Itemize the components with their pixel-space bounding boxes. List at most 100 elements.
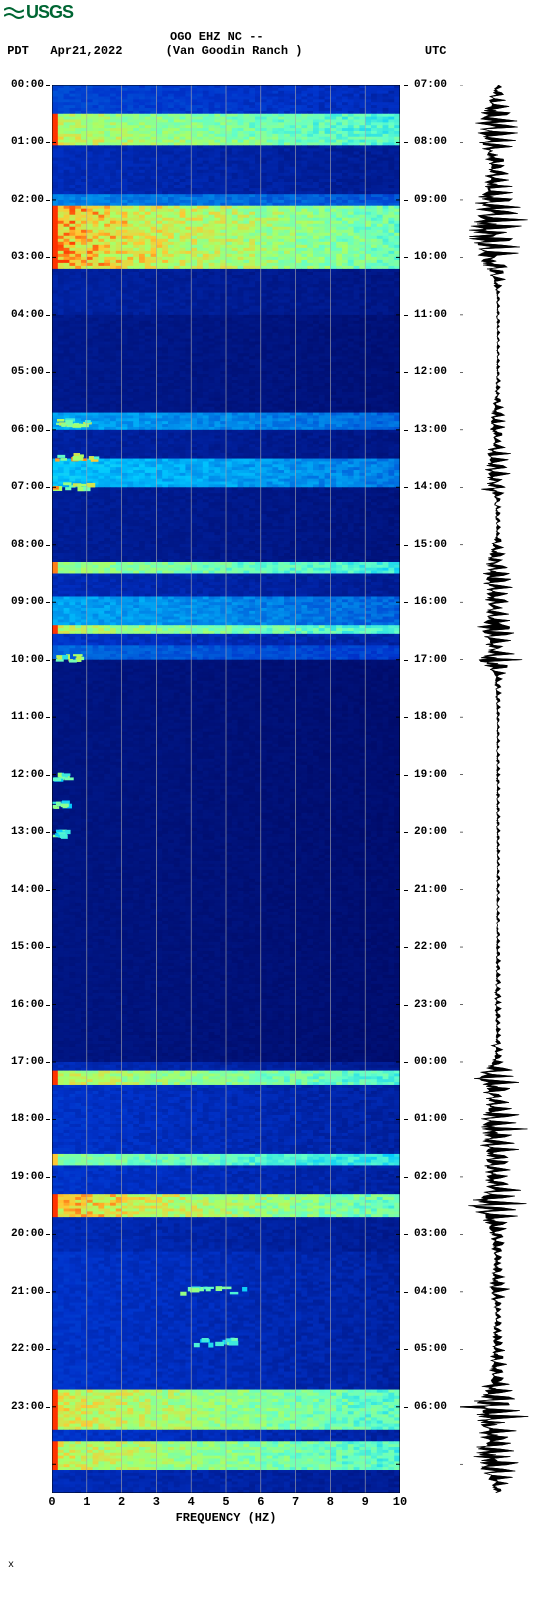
x-tick-label: 7 — [292, 1495, 299, 1509]
right-tick — [404, 775, 408, 776]
right-tick — [404, 372, 408, 373]
x-axis-title: FREQUENCY (HZ) — [176, 1511, 277, 1525]
right-tick — [404, 660, 408, 661]
left-time-label: 04:00 — [11, 309, 44, 321]
right-tick — [404, 1234, 408, 1235]
left-time-label: 00:00 — [11, 79, 44, 91]
right-time-label: 16:00 — [414, 596, 447, 608]
right-tick — [404, 200, 408, 201]
left-tick — [46, 1349, 50, 1350]
right-time-label: 14:00 — [414, 481, 447, 493]
right-time-label: 18:00 — [414, 711, 447, 723]
left-tz-label: PDT — [7, 44, 29, 58]
left-tick — [46, 890, 50, 891]
x-tick-label: 2 — [118, 1495, 125, 1509]
left-tick — [46, 1062, 50, 1063]
right-time-label: 07:00 — [414, 79, 447, 91]
right-tick — [404, 1062, 408, 1063]
right-time-label: 20:00 — [414, 826, 447, 838]
left-time-label: 22:00 — [11, 1343, 44, 1355]
right-time-label: 08:00 — [414, 136, 447, 148]
left-tick — [46, 85, 50, 86]
right-tick — [404, 832, 408, 833]
left-time-label: 15:00 — [11, 941, 44, 953]
right-tick — [404, 890, 408, 891]
right-time-label: 04:00 — [414, 1286, 447, 1298]
left-tick — [46, 1119, 50, 1120]
left-tick — [46, 717, 50, 718]
left-time-label: 16:00 — [11, 999, 44, 1011]
left-time-label: 12:00 — [11, 769, 44, 781]
left-tick — [46, 947, 50, 948]
station-code: OGO EHZ NC -- — [170, 30, 264, 44]
left-time-label: 23:00 — [11, 1401, 44, 1413]
left-time-label: 17:00 — [11, 1056, 44, 1068]
right-time-label: 13:00 — [414, 424, 447, 436]
spectrogram-plot — [52, 85, 400, 1493]
left-time-label: 11:00 — [11, 711, 44, 723]
right-tick — [404, 545, 408, 546]
left-time-label: 14:00 — [11, 884, 44, 896]
right-time-label: 11:00 — [414, 309, 447, 321]
left-tick — [46, 602, 50, 603]
left-tick — [46, 1407, 50, 1408]
left-time-label: 02:00 — [11, 194, 44, 206]
left-tick — [46, 200, 50, 201]
left-tick — [46, 430, 50, 431]
usgs-waves-icon — [4, 6, 24, 20]
right-tick — [404, 1177, 408, 1178]
right-tick — [404, 1005, 408, 1006]
right-time-label: 09:00 — [414, 194, 447, 206]
right-time-label: 23:00 — [414, 999, 447, 1011]
left-time-axis: 00:0001:0002:0003:0004:0005:0006:0007:00… — [0, 85, 50, 1493]
x-tick-label: 9 — [362, 1495, 369, 1509]
right-time-label: 21:00 — [414, 884, 447, 896]
left-tick — [46, 142, 50, 143]
right-time-label: 00:00 — [414, 1056, 447, 1068]
waveform-canvas — [460, 85, 545, 1493]
x-tick-label: 1 — [83, 1495, 90, 1509]
left-tick — [46, 832, 50, 833]
spectrogram-canvas — [52, 85, 400, 1493]
right-tick — [404, 1292, 408, 1293]
left-tick — [46, 660, 50, 661]
x-tick-label: 4 — [188, 1495, 195, 1509]
right-tick — [404, 602, 408, 603]
x-tick-label: 3 — [153, 1495, 160, 1509]
right-tick — [404, 315, 408, 316]
right-tick — [404, 717, 408, 718]
left-time-label: 19:00 — [11, 1171, 44, 1183]
x-axis: FREQUENCY (HZ) 012345678910 — [52, 1493, 400, 1533]
left-tick — [46, 315, 50, 316]
right-time-label: 15:00 — [414, 539, 447, 551]
left-time-label: 07:00 — [11, 481, 44, 493]
left-tick — [46, 1234, 50, 1235]
left-tick — [46, 545, 50, 546]
left-tick — [46, 1292, 50, 1293]
left-time-label: 06:00 — [11, 424, 44, 436]
right-time-label: 22:00 — [414, 941, 447, 953]
x-tick-label: 5 — [222, 1495, 229, 1509]
x-tick-label: 8 — [327, 1495, 334, 1509]
left-time-label: 10:00 — [11, 654, 44, 666]
right-tick — [404, 487, 408, 488]
left-time-label: 09:00 — [11, 596, 44, 608]
plot-header: OGO EHZ NC -- PDT Apr21,2022 (Van Goodin… — [0, 30, 552, 58]
right-time-label: 05:00 — [414, 1343, 447, 1355]
right-time-label: 02:00 — [414, 1171, 447, 1183]
left-time-label: 21:00 — [11, 1286, 44, 1298]
left-tick — [46, 257, 50, 258]
left-tick — [46, 1177, 50, 1178]
left-time-label: 20:00 — [11, 1228, 44, 1240]
right-time-label: 03:00 — [414, 1228, 447, 1240]
right-time-label: 19:00 — [414, 769, 447, 781]
left-time-label: 05:00 — [11, 366, 44, 378]
date-label: Apr21,2022 — [50, 44, 122, 58]
right-time-axis: 07:0008:0009:0010:0011:0012:0013:0014:00… — [404, 85, 454, 1493]
station-name: (Van Goodin Ranch ) — [166, 44, 303, 58]
x-tick-label: 6 — [257, 1495, 264, 1509]
left-time-label: 01:00 — [11, 136, 44, 148]
right-tick — [404, 1349, 408, 1350]
left-tick — [46, 372, 50, 373]
right-tick — [404, 257, 408, 258]
